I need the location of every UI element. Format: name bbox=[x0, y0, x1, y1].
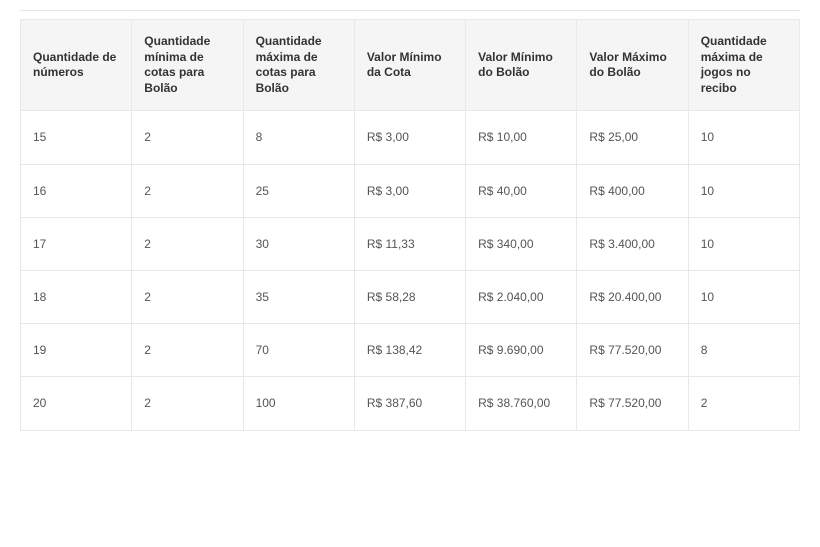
col-header-valor-min-bolao: Valor Mínimo do Bolão bbox=[466, 20, 577, 111]
table-cell: R$ 387,60 bbox=[354, 377, 465, 430]
table-cell: R$ 400,00 bbox=[577, 164, 688, 217]
table-cell: R$ 138,42 bbox=[354, 324, 465, 377]
col-header-cotas-max: Quantidade máxima de cotas para Bolão bbox=[243, 20, 354, 111]
table-cell: 2 bbox=[132, 217, 243, 270]
table-cell: 19 bbox=[21, 324, 132, 377]
table-cell: 8 bbox=[243, 111, 354, 164]
table-cell: 10 bbox=[688, 164, 799, 217]
col-header-valor-min-cota: Valor Mínimo da Cota bbox=[354, 20, 465, 111]
table-cell: 35 bbox=[243, 270, 354, 323]
table-cell: R$ 340,00 bbox=[466, 217, 577, 270]
table-cell: R$ 3,00 bbox=[354, 164, 465, 217]
table-cell: 70 bbox=[243, 324, 354, 377]
table-cell: 2 bbox=[132, 270, 243, 323]
col-header-jogos-max: Quantidade máxima de jogos no recibo bbox=[688, 20, 799, 111]
table-row: 17 2 30 R$ 11,33 R$ 340,00 R$ 3.400,00 1… bbox=[21, 217, 800, 270]
table-cell: R$ 77.520,00 bbox=[577, 377, 688, 430]
table-row: 16 2 25 R$ 3,00 R$ 40,00 R$ 400,00 10 bbox=[21, 164, 800, 217]
table-cell: 10 bbox=[688, 111, 799, 164]
table-cell: 30 bbox=[243, 217, 354, 270]
table-cell: R$ 9.690,00 bbox=[466, 324, 577, 377]
table-cell: 2 bbox=[132, 377, 243, 430]
table-row: 19 2 70 R$ 138,42 R$ 9.690,00 R$ 77.520,… bbox=[21, 324, 800, 377]
col-header-qtd-numeros: Quantidade de números bbox=[21, 20, 132, 111]
table-cell: 15 bbox=[21, 111, 132, 164]
table-cell: R$ 10,00 bbox=[466, 111, 577, 164]
table-row: 20 2 100 R$ 387,60 R$ 38.760,00 R$ 77.52… bbox=[21, 377, 800, 430]
table-row: 15 2 8 R$ 3,00 R$ 10,00 R$ 25,00 10 bbox=[21, 111, 800, 164]
table-cell: R$ 38.760,00 bbox=[466, 377, 577, 430]
table-cell: R$ 20.400,00 bbox=[577, 270, 688, 323]
table-cell: 20 bbox=[21, 377, 132, 430]
table-cell: R$ 58,28 bbox=[354, 270, 465, 323]
table-cell: 2 bbox=[132, 164, 243, 217]
table-cell: 16 bbox=[21, 164, 132, 217]
table-cell: 100 bbox=[243, 377, 354, 430]
table-cell: R$ 3.400,00 bbox=[577, 217, 688, 270]
table-cell: 18 bbox=[21, 270, 132, 323]
table-cell: 25 bbox=[243, 164, 354, 217]
table-body: 15 2 8 R$ 3,00 R$ 10,00 R$ 25,00 10 16 2… bbox=[21, 111, 800, 430]
col-header-cotas-min: Quantidade mínima de cotas para Bolão bbox=[132, 20, 243, 111]
table-cell: R$ 77.520,00 bbox=[577, 324, 688, 377]
table-cell: R$ 40,00 bbox=[466, 164, 577, 217]
table-cell: R$ 2.040,00 bbox=[466, 270, 577, 323]
table-cell: 8 bbox=[688, 324, 799, 377]
table-cell: 10 bbox=[688, 217, 799, 270]
table-cell: 10 bbox=[688, 270, 799, 323]
table-cell: R$ 25,00 bbox=[577, 111, 688, 164]
table-cell: 2 bbox=[688, 377, 799, 430]
table-cell: 2 bbox=[132, 324, 243, 377]
table-cell: R$ 3,00 bbox=[354, 111, 465, 164]
table-cell: 2 bbox=[132, 111, 243, 164]
bolao-table: Quantidade de números Quantidade mínima … bbox=[20, 19, 800, 431]
table-header-row: Quantidade de números Quantidade mínima … bbox=[21, 20, 800, 111]
table-cell: R$ 11,33 bbox=[354, 217, 465, 270]
table-row: 18 2 35 R$ 58,28 R$ 2.040,00 R$ 20.400,0… bbox=[21, 270, 800, 323]
top-divider bbox=[20, 10, 800, 11]
table-header: Quantidade de números Quantidade mínima … bbox=[21, 20, 800, 111]
col-header-valor-max-bolao: Valor Máximo do Bolão bbox=[577, 20, 688, 111]
table-cell: 17 bbox=[21, 217, 132, 270]
